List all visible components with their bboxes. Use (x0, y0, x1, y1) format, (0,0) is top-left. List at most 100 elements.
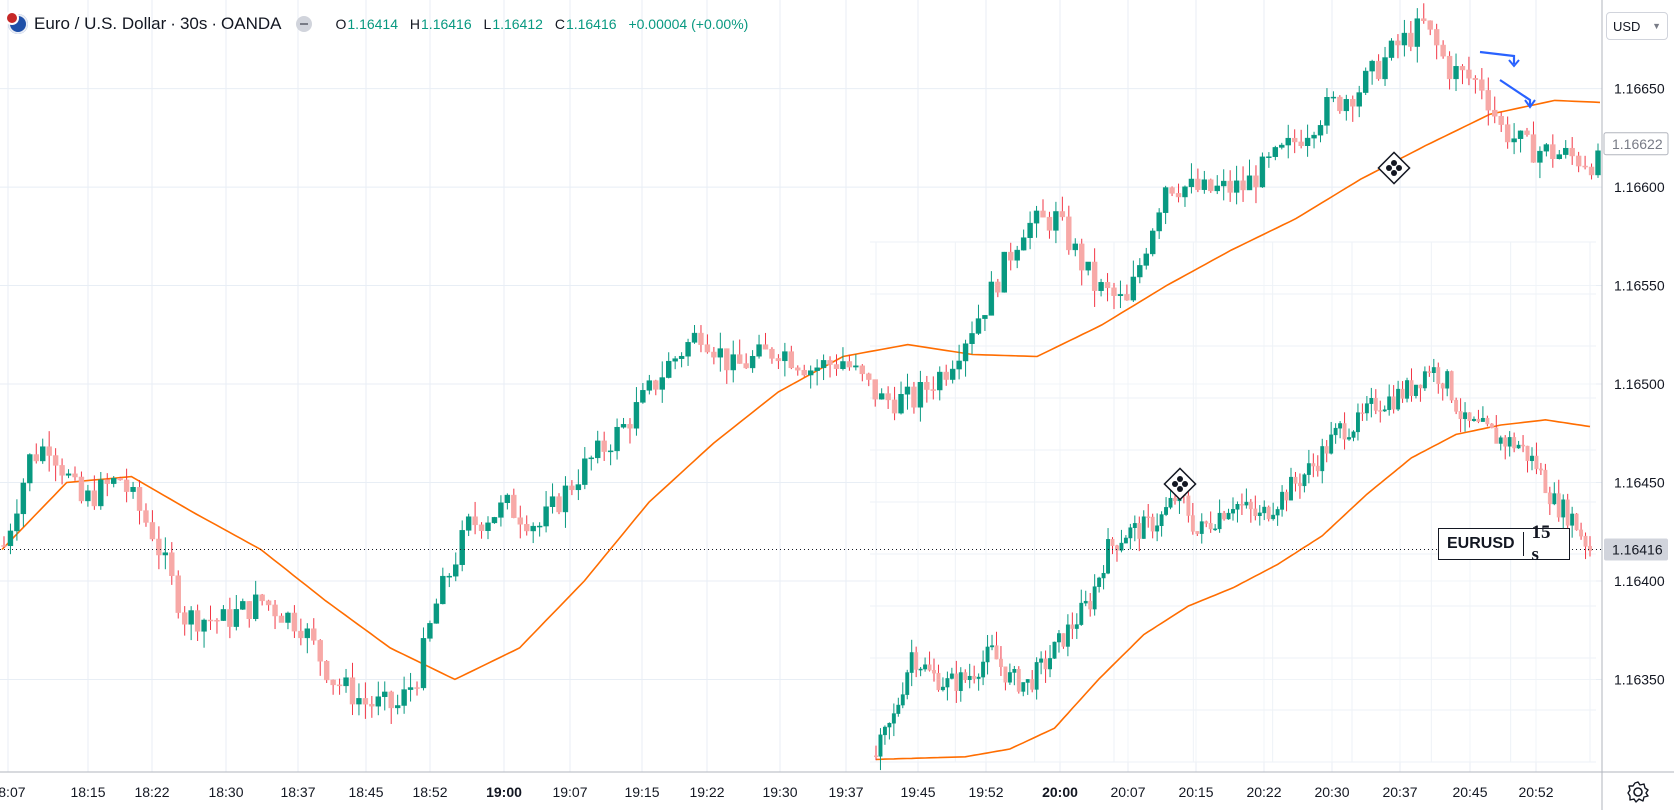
main-candle (304, 628, 311, 639)
annotation-arrowhead-icon (1524, 99, 1536, 109)
main-candle (1588, 166, 1595, 176)
overlay-candle (1034, 662, 1039, 690)
main-candle (614, 426, 620, 452)
main-candle (181, 612, 188, 625)
overlay-candle (1396, 388, 1401, 410)
overlay-candle (1360, 412, 1365, 414)
main-candle (1485, 90, 1491, 111)
overlay-candle (1391, 396, 1396, 410)
overlay-candle (1302, 474, 1307, 487)
main-candle (1298, 141, 1304, 146)
x-tick-label: 20:52 (1518, 784, 1553, 800)
overlay-candle (940, 686, 945, 691)
main-candle (1046, 216, 1053, 231)
main-candle (1375, 60, 1382, 80)
main-candle (1201, 179, 1208, 190)
main-candle (491, 517, 498, 524)
main-candle (911, 386, 917, 408)
overlay-candle (1436, 367, 1441, 384)
overlay-candle (932, 669, 936, 674)
main-candle (1053, 211, 1059, 231)
y-tick-label: 1.16600 (1614, 179, 1665, 195)
low-value: 1.16412 (492, 16, 543, 32)
main-candle (556, 496, 562, 513)
chevron-down-icon: ▼ (1652, 21, 1661, 31)
overlay-candle (878, 734, 883, 757)
main-candle (1575, 155, 1582, 167)
overlay-candle (1409, 380, 1414, 396)
main-candle (72, 473, 78, 478)
market-status-icon[interactable] (295, 16, 312, 32)
x-tick-label: 20:45 (1452, 784, 1487, 800)
overlay-candle (1052, 641, 1057, 659)
overlay-candle (1007, 672, 1012, 683)
overlay-candle (1512, 437, 1517, 449)
currency-button[interactable]: USD ▼ (1606, 12, 1668, 40)
main-candle (620, 424, 627, 428)
main-candle (930, 389, 936, 391)
main-candle (433, 603, 440, 624)
overlay-candle (1231, 509, 1235, 514)
main-candle (717, 348, 724, 358)
main-candle (704, 344, 711, 353)
overlay-candle (909, 652, 914, 673)
main-candle (769, 348, 775, 359)
pattern-marker-icon-dot (1391, 160, 1397, 166)
overlay-candle (1467, 412, 1472, 421)
overlay-candle (1324, 446, 1329, 454)
overlay-candle (1489, 423, 1494, 429)
overlay-candle (1190, 515, 1195, 532)
currency-label: USD (1613, 18, 1641, 34)
y-tick-label: 1.16450 (1614, 475, 1665, 491)
main-candle (227, 609, 233, 627)
main-candle (485, 522, 491, 531)
overlay-candle (1070, 624, 1075, 629)
countdown-value: 15 s (1531, 522, 1551, 565)
main-candle (46, 446, 52, 456)
main-candle (362, 698, 369, 705)
overlay-candle (1217, 512, 1222, 530)
overlay-candle (1146, 516, 1151, 518)
main-candle (1079, 243, 1085, 271)
main-candle (1117, 294, 1124, 296)
main-candle (1433, 29, 1440, 46)
main-candle (1020, 237, 1027, 251)
main-candle (1427, 20, 1433, 30)
main-candle (859, 365, 866, 375)
main-candle (575, 484, 582, 491)
main-candle (601, 440, 607, 452)
main-candle (1040, 210, 1046, 218)
overlay-candle (1315, 465, 1320, 472)
main-candle (323, 661, 330, 681)
overlay-candle (1405, 380, 1409, 399)
main-candle (259, 594, 265, 602)
overlay-candle (927, 664, 932, 671)
secondary-price-label: 1.16622 (1612, 136, 1663, 152)
overlay-candle (1039, 658, 1044, 663)
overlay-candle (1079, 602, 1084, 625)
pattern-marker-icon-dot (1172, 481, 1178, 487)
settings-gear-icon[interactable] (1626, 780, 1650, 804)
overlay-candle (1351, 431, 1356, 438)
overlay-candle (1016, 669, 1021, 692)
overlay-candle (1552, 493, 1557, 505)
overlay-candle (1507, 437, 1512, 447)
x-tick-label: 20:37 (1382, 784, 1417, 800)
overlay-candle (1213, 528, 1218, 531)
annotation-arrow-icon (1479, 50, 1516, 64)
symbol-title[interactable]: Euro / U.S. Dollar · 30s · OANDA (34, 14, 282, 33)
pattern-marker-icon-dot (1177, 476, 1183, 482)
y-tick-label: 1.16400 (1614, 573, 1665, 589)
overlay-candle (972, 675, 977, 679)
overlay-candle (905, 672, 910, 695)
y-tick-label: 1.16500 (1614, 376, 1665, 392)
main-candle (246, 601, 252, 620)
overlay-candle (1253, 508, 1258, 516)
main-candle (1317, 125, 1324, 136)
overlay-candle (1427, 371, 1432, 373)
main-candle (1569, 147, 1575, 157)
main-candle (1130, 276, 1137, 301)
overlay-candle (1369, 398, 1374, 404)
overlay-candle (1092, 586, 1097, 610)
